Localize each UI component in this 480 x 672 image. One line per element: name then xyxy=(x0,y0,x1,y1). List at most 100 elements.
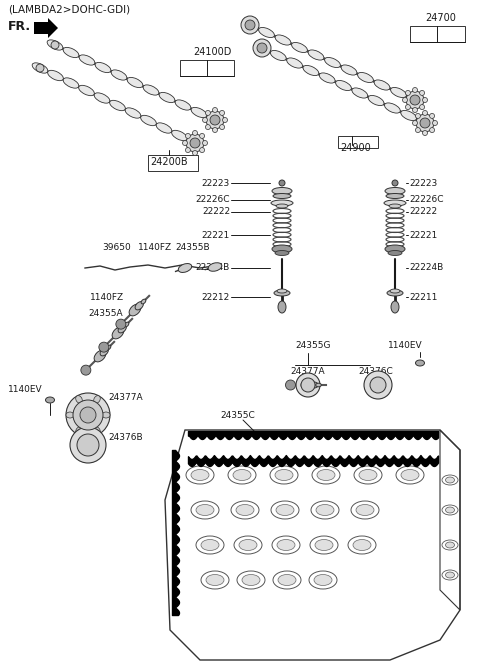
Ellipse shape xyxy=(309,571,337,589)
Text: 22224B: 22224B xyxy=(196,263,230,273)
Ellipse shape xyxy=(388,251,402,255)
Ellipse shape xyxy=(47,40,63,50)
Polygon shape xyxy=(34,18,58,38)
Ellipse shape xyxy=(401,470,419,480)
Ellipse shape xyxy=(239,540,257,550)
Ellipse shape xyxy=(231,501,259,519)
Ellipse shape xyxy=(118,325,126,333)
Circle shape xyxy=(403,97,408,103)
Ellipse shape xyxy=(63,48,79,58)
Ellipse shape xyxy=(391,87,407,97)
Circle shape xyxy=(219,124,225,130)
Ellipse shape xyxy=(407,95,423,105)
Ellipse shape xyxy=(79,55,95,65)
Ellipse shape xyxy=(48,71,63,81)
Ellipse shape xyxy=(341,65,357,75)
Ellipse shape xyxy=(129,304,141,316)
Ellipse shape xyxy=(207,115,223,125)
Ellipse shape xyxy=(141,299,146,304)
Text: 24200B: 24200B xyxy=(150,157,188,167)
Ellipse shape xyxy=(95,62,111,73)
Circle shape xyxy=(36,64,44,72)
Circle shape xyxy=(223,118,228,122)
Circle shape xyxy=(430,128,434,132)
Ellipse shape xyxy=(63,78,79,88)
Ellipse shape xyxy=(206,575,224,585)
Ellipse shape xyxy=(259,28,275,38)
Ellipse shape xyxy=(384,200,406,206)
Circle shape xyxy=(210,115,220,125)
Bar xyxy=(338,136,378,148)
Ellipse shape xyxy=(208,263,222,271)
Circle shape xyxy=(406,91,424,109)
Text: 22221: 22221 xyxy=(409,230,437,239)
Ellipse shape xyxy=(354,466,382,484)
Text: 22221: 22221 xyxy=(202,230,230,239)
Circle shape xyxy=(370,377,386,393)
Circle shape xyxy=(406,105,410,110)
Ellipse shape xyxy=(196,505,214,515)
Circle shape xyxy=(185,134,191,138)
Ellipse shape xyxy=(316,383,321,387)
Text: 24355C: 24355C xyxy=(220,411,255,419)
Circle shape xyxy=(99,342,109,352)
Circle shape xyxy=(420,105,425,110)
Ellipse shape xyxy=(442,570,458,580)
Text: FR.: FR. xyxy=(8,19,31,32)
Circle shape xyxy=(205,110,210,116)
Ellipse shape xyxy=(442,475,458,485)
Ellipse shape xyxy=(125,108,141,118)
Ellipse shape xyxy=(178,263,192,272)
Ellipse shape xyxy=(385,187,405,194)
Ellipse shape xyxy=(301,380,315,390)
Text: 1140FZ: 1140FZ xyxy=(138,243,172,251)
Text: 24377A: 24377A xyxy=(290,368,324,376)
Ellipse shape xyxy=(270,466,298,484)
Circle shape xyxy=(245,20,255,30)
Ellipse shape xyxy=(234,536,262,554)
Ellipse shape xyxy=(275,35,291,45)
Ellipse shape xyxy=(310,536,338,554)
Ellipse shape xyxy=(156,123,172,133)
Ellipse shape xyxy=(445,542,455,548)
Ellipse shape xyxy=(445,507,455,513)
Ellipse shape xyxy=(94,350,106,362)
Ellipse shape xyxy=(396,466,424,484)
Text: 24377A: 24377A xyxy=(108,394,143,403)
Ellipse shape xyxy=(94,93,110,103)
Ellipse shape xyxy=(317,470,335,480)
Circle shape xyxy=(73,400,103,430)
Text: 22222: 22222 xyxy=(202,208,230,216)
Ellipse shape xyxy=(111,70,127,80)
Circle shape xyxy=(415,114,420,118)
Circle shape xyxy=(301,378,315,392)
Text: 1140EV: 1140EV xyxy=(388,341,422,349)
Bar xyxy=(180,60,234,76)
Text: 1140FZ: 1140FZ xyxy=(90,294,124,302)
Circle shape xyxy=(205,124,210,130)
Circle shape xyxy=(213,128,217,132)
Ellipse shape xyxy=(275,251,289,255)
Ellipse shape xyxy=(316,505,334,515)
Circle shape xyxy=(410,95,420,105)
Circle shape xyxy=(412,120,418,126)
Ellipse shape xyxy=(368,95,384,106)
Circle shape xyxy=(192,151,197,155)
Text: 39650: 39650 xyxy=(102,243,131,251)
Text: 24900: 24900 xyxy=(340,143,371,153)
Ellipse shape xyxy=(273,194,291,198)
Circle shape xyxy=(81,365,91,375)
Ellipse shape xyxy=(278,301,286,313)
Ellipse shape xyxy=(141,116,156,126)
Ellipse shape xyxy=(94,427,100,434)
Ellipse shape xyxy=(191,470,209,480)
Circle shape xyxy=(77,434,99,456)
Ellipse shape xyxy=(308,382,318,388)
Ellipse shape xyxy=(172,130,187,140)
Ellipse shape xyxy=(445,477,455,483)
Circle shape xyxy=(206,111,224,129)
Ellipse shape xyxy=(187,138,203,148)
Ellipse shape xyxy=(76,396,82,403)
Ellipse shape xyxy=(272,245,292,253)
Circle shape xyxy=(203,118,207,122)
